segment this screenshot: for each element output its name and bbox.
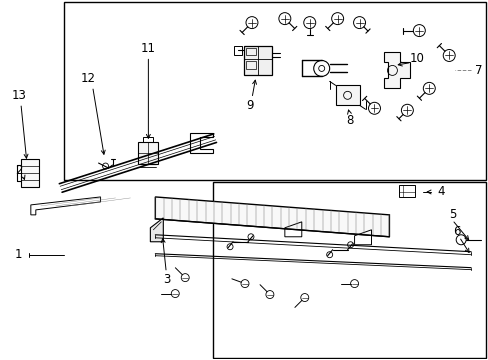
Text: 8: 8 (345, 114, 352, 127)
Bar (234, 45, 242, 55)
Text: 11: 11 (141, 42, 156, 55)
Text: 12: 12 (81, 72, 96, 85)
Bar (21, 159, 39, 187)
Text: 2: 2 (15, 163, 22, 176)
Bar (138, 142, 158, 164)
Bar (244, 45, 271, 75)
Text: 4: 4 (436, 185, 444, 198)
Bar (245, 48, 255, 55)
Bar (335, 85, 359, 105)
Bar (64, 3, 485, 180)
Text: 7: 7 (474, 64, 482, 77)
Text: 3: 3 (163, 273, 171, 286)
Text: 5: 5 (448, 208, 456, 221)
Bar (245, 62, 255, 69)
Bar (143, 137, 153, 142)
Text: 10: 10 (409, 52, 424, 65)
Polygon shape (155, 197, 388, 237)
Polygon shape (384, 53, 409, 88)
Polygon shape (150, 218, 163, 242)
Text: 1: 1 (15, 248, 22, 261)
Text: 13: 13 (11, 89, 26, 102)
Bar (212, 182, 485, 357)
Bar (399, 185, 414, 197)
Text: 9: 9 (246, 99, 253, 112)
Text: 6: 6 (452, 225, 460, 238)
